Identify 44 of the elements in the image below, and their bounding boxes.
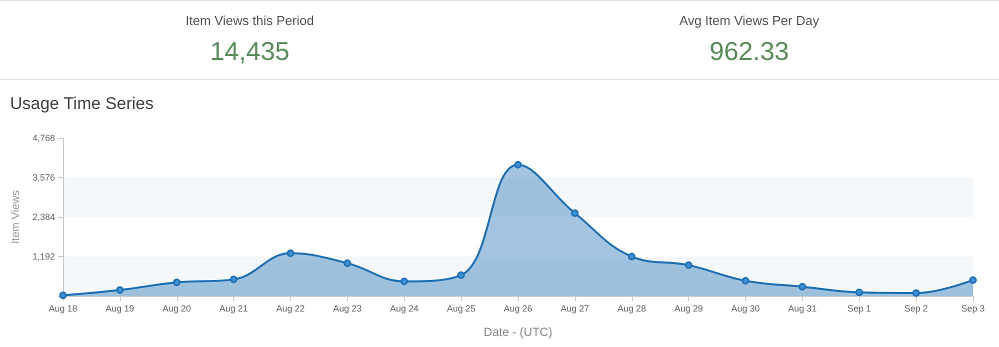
point (173, 278, 180, 286)
x-tick-label: Sep 1 (847, 304, 872, 314)
x-tick-label: Aug 28 (617, 304, 646, 314)
x-tick-label: Aug 20 (162, 304, 192, 314)
text: 962.33 (708, 36, 790, 67)
x-axis-title: Date - (UTC) (484, 325, 552, 339)
point (571, 209, 579, 217)
point (286, 250, 294, 257)
x-tick-label: Aug 25 (446, 304, 476, 314)
point (514, 161, 522, 169)
text: Avg Item Views Per Day (678, 13, 820, 28)
x-tick-label: Aug 19 (106, 304, 134, 314)
point (856, 288, 863, 296)
text: Item Views this Period (184, 13, 315, 28)
y-tick-label: 3,576 (32, 172, 55, 182)
x-tick-label: Aug 22 (276, 304, 305, 314)
x-tick-label: Aug 30 (731, 304, 760, 314)
point (400, 278, 408, 286)
chart-title: Usage Time Series (9, 93, 155, 115)
point (912, 289, 920, 297)
point (628, 252, 636, 260)
x-tick-label: Sep 2 (904, 304, 928, 314)
y-tick-label: 4,768 (32, 133, 55, 143)
point (798, 282, 806, 290)
x-tick-label: Aug 23 (333, 304, 362, 314)
point (344, 259, 352, 267)
point (684, 261, 692, 269)
y-tick-label: 1,192 (32, 252, 55, 262)
point (116, 286, 124, 294)
point (457, 271, 465, 279)
point (230, 276, 238, 284)
x-tick-label: Aug 29 (674, 304, 703, 314)
y-axis-title: Item Views (10, 190, 22, 244)
x-tick-label: Aug 21 (219, 304, 248, 314)
x-tick-label: Sep 3 (961, 304, 985, 314)
text: 14,435 (208, 36, 291, 67)
point (742, 277, 750, 285)
y-tick-label: 2,384 (32, 212, 55, 222)
x-tick-label: Aug 18 (48, 304, 78, 314)
x-tick-label: Aug 24 (390, 304, 419, 314)
x-tick-label: Aug 27 (560, 304, 590, 314)
x-tick-label: Aug 31 (788, 304, 817, 314)
x-tick-label: Aug 26 (504, 304, 532, 314)
point (969, 276, 977, 284)
